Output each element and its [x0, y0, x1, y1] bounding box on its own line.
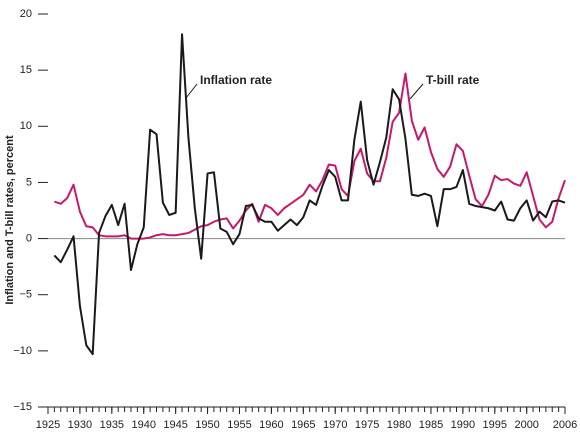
annotation-pointer [185, 83, 198, 99]
y-tick-label: 15 [20, 64, 32, 76]
annotation-pointer [409, 83, 424, 100]
x-tick-label: 1935 [100, 419, 124, 431]
x-tick-label: 1995 [483, 419, 507, 431]
x-tick-label: 2000 [514, 419, 538, 431]
x-tick-label: 1965 [291, 419, 315, 431]
x-tick-label: 1925 [36, 419, 60, 431]
y-tick-label: 0 [26, 232, 32, 244]
y-tick-label: 20 [20, 8, 32, 20]
x-tick-label: 1955 [227, 419, 251, 431]
y-tick-label: 10 [20, 120, 32, 132]
x-tick-label: 1975 [355, 419, 379, 431]
x-tick-label: 1960 [259, 419, 283, 431]
x-tick-label: 1990 [451, 419, 475, 431]
y-tick-label: 5 [26, 176, 32, 188]
x-tick-label: 1980 [387, 419, 411, 431]
y-tick-label: −5 [19, 289, 32, 301]
x-tick-label: 1930 [68, 419, 92, 431]
series-line [53, 33, 566, 356]
series-line [54, 72, 566, 240]
y-tick-label: −10 [13, 345, 32, 357]
y-axis-label: Inflation and T-bill rates, percent [4, 135, 16, 305]
x-tick-label: 1950 [195, 419, 219, 431]
annotation: Inflation rate [200, 73, 272, 87]
x-tick-label: 1945 [163, 419, 187, 431]
annotation: T-bill rate [426, 73, 480, 87]
x-tick-label: 1985 [419, 419, 443, 431]
x-tick-label: 1940 [131, 419, 155, 431]
y-tick-label: −15 [13, 401, 32, 413]
x-tick-label: 2006 [553, 419, 577, 431]
x-tick-label: 1970 [323, 419, 347, 431]
